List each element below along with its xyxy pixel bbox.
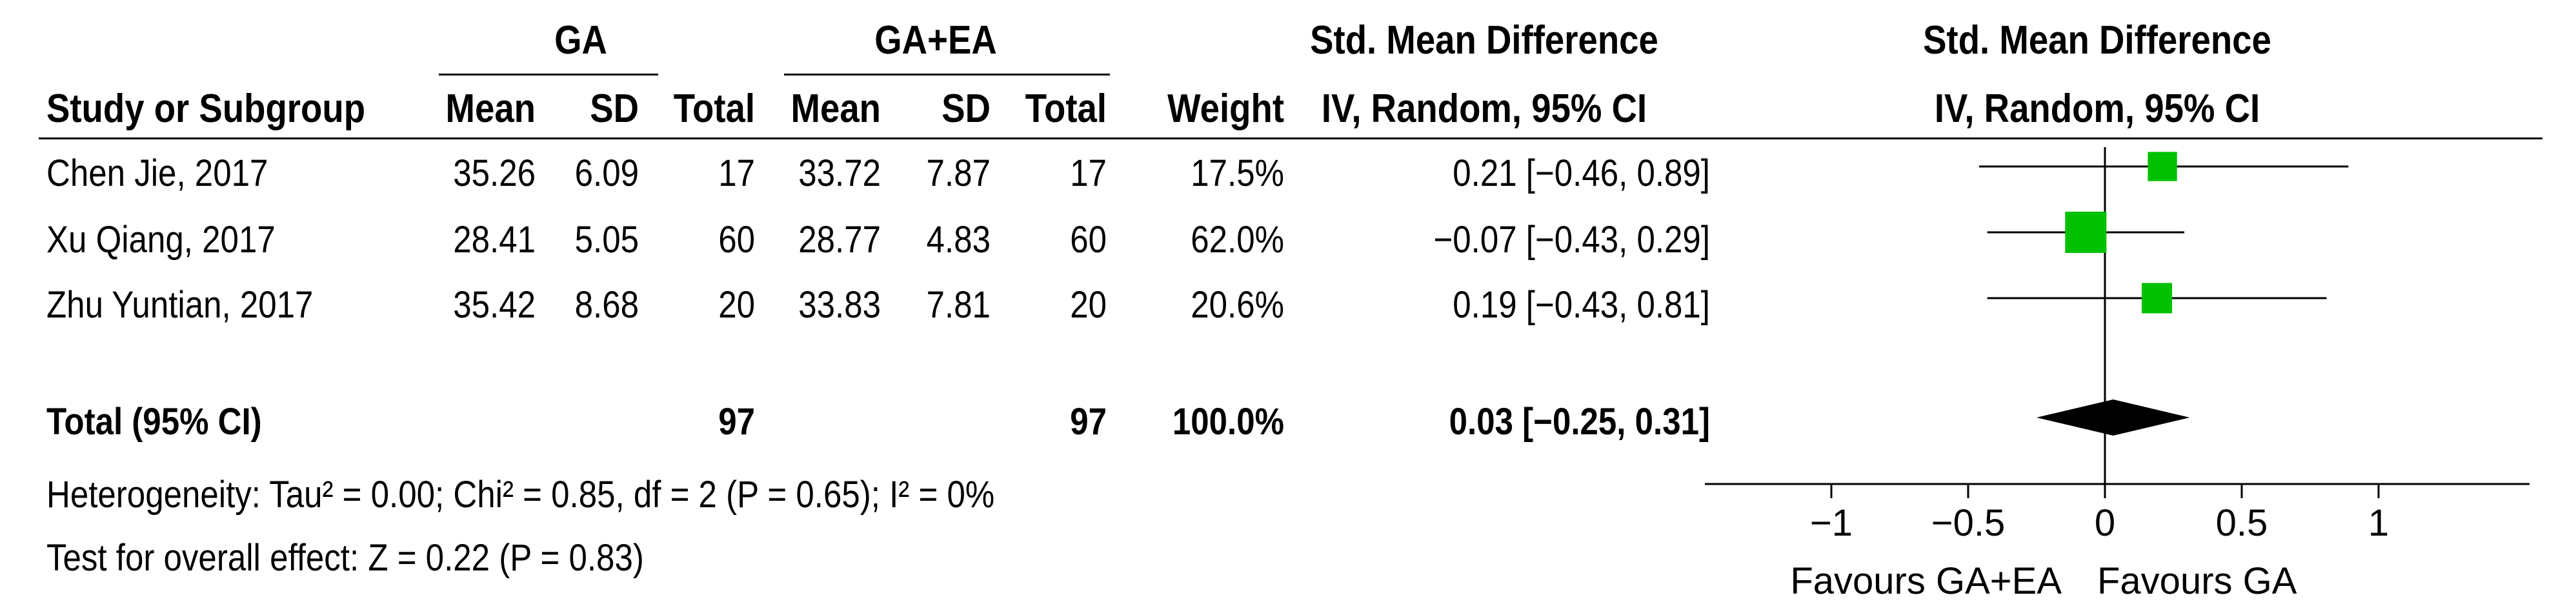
sd2-header: SD: [941, 86, 991, 131]
total1-header: Total: [673, 86, 755, 131]
plot-subtitle: IV, Random, 95% CI: [1934, 86, 2260, 131]
favours-left-label: Favours GA+EA: [1790, 560, 2062, 602]
ci-header: IV, Random, 95% CI: [1321, 86, 1647, 131]
total2-sum: 97: [1070, 401, 1107, 443]
x-tick-label: 0: [2095, 502, 2115, 544]
mean1-cell: 28.41: [453, 219, 536, 261]
total2-cell: 17: [1070, 152, 1107, 194]
total1-cell: 20: [718, 284, 755, 326]
plot-title: Std. Mean Difference: [1923, 18, 2271, 63]
effect-title: Std. Mean Difference: [1310, 18, 1658, 63]
study-square: [2142, 283, 2173, 314]
weight-header: Weight: [1167, 86, 1284, 131]
group1-underline: [439, 74, 658, 76]
group1-header: GA: [554, 18, 607, 63]
ci-cell: 0.21 [−0.46, 0.89]: [1453, 152, 1710, 194]
weight-cell: 62.0%: [1191, 219, 1284, 261]
total2-cell: 60: [1070, 219, 1107, 261]
sd2-cell: 7.81: [926, 284, 991, 326]
study-name: Xu Qiang, 2017: [46, 219, 276, 261]
group2-header: GA+EA: [874, 18, 997, 63]
sd1-cell: 8.68: [574, 284, 639, 326]
total1-cell: 60: [718, 219, 755, 261]
study-name: Zhu Yuntian, 2017: [46, 284, 314, 326]
x-tick-label: 0.5: [2216, 502, 2268, 544]
mean2-header: Mean: [790, 86, 881, 131]
group2-underline: [784, 74, 1110, 76]
sd2-cell: 4.83: [926, 219, 991, 261]
mean2-cell: 33.72: [798, 152, 881, 194]
total-label: Total (95% CI): [46, 401, 262, 443]
header-rule: [39, 137, 2542, 139]
heterogeneity-text: Heterogeneity: Tau² = 0.00; Chi² = 0.85,…: [46, 474, 995, 516]
sd1-cell: 5.05: [574, 219, 639, 261]
study-column-header: Study or Subgroup: [46, 86, 366, 131]
favours-right-label: Favours GA: [2097, 560, 2297, 602]
total1-cell: 17: [718, 152, 755, 194]
total-weight: 100.0%: [1172, 401, 1284, 443]
total1-sum: 97: [718, 401, 755, 443]
pooled-diamond: [2037, 399, 2190, 436]
ci-cell: 0.19 [−0.43, 0.81]: [1453, 284, 1710, 326]
total2-header: Total: [1025, 86, 1107, 131]
x-tick-label: −0.5: [1931, 502, 2006, 544]
mean1-cell: 35.42: [453, 284, 536, 326]
sd2-cell: 7.87: [926, 152, 991, 194]
study-square: [2148, 152, 2177, 181]
x-tick-label: −1: [1810, 502, 1853, 544]
sd1-cell: 6.09: [574, 152, 639, 194]
mean1-cell: 35.26: [453, 152, 536, 194]
weight-cell: 20.6%: [1191, 284, 1284, 326]
total2-cell: 20: [1070, 284, 1107, 326]
mean2-cell: 33.83: [798, 284, 881, 326]
study-square: [2065, 212, 2107, 253]
overall-effect-text: Test for overall effect: Z = 0.22 (P = 0…: [46, 537, 644, 579]
weight-cell: 17.5%: [1191, 152, 1284, 194]
ci-cell: −0.07 [−0.43, 0.29]: [1433, 219, 1710, 261]
x-tick-label: 1: [2368, 502, 2389, 544]
total-ci: 0.03 [−0.25, 0.31]: [1449, 401, 1710, 443]
study-name: Chen Jie, 2017: [46, 152, 268, 194]
sd1-header: SD: [590, 86, 639, 131]
mean2-cell: 28.77: [798, 219, 881, 261]
mean1-header: Mean: [445, 86, 536, 131]
